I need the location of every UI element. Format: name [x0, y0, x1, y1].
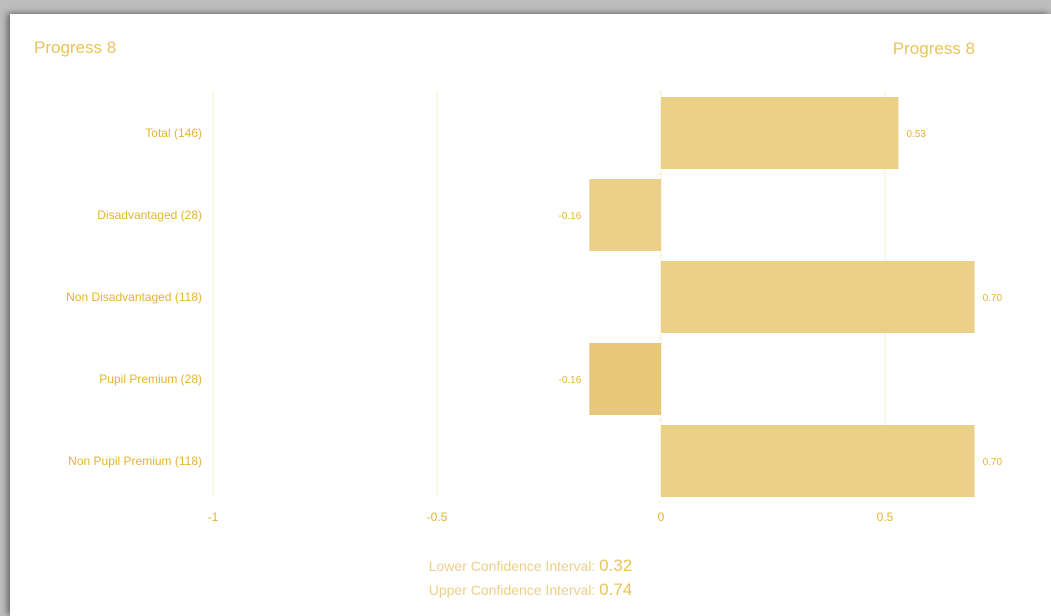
bar-chart: -1 -0.5 0 0.5 Total (146) 0.53 Disadvantaged (…	[66, 91, 1003, 524]
upper-confidence-interval: Upper Confidence Interval: 0.74	[10, 580, 1051, 600]
x-tick-label: 0	[658, 510, 665, 524]
lower-confidence-interval: Lower Confidence Interval: 0.32	[10, 556, 1051, 576]
x-tick-label: -1	[208, 510, 219, 524]
category-label: Non Pupil Premium (118)	[68, 454, 202, 468]
value-label: 0.53	[906, 129, 926, 140]
value-label: -0.16	[559, 375, 582, 386]
bar[interactable]	[589, 343, 661, 415]
x-tick-label: 0.5	[877, 510, 894, 524]
lower-ci-label: Lower Confidence Interval:	[428, 558, 596, 574]
lower-ci-value: 0.32	[599, 556, 633, 575]
bar[interactable]	[661, 425, 975, 497]
upper-ci-label: Upper Confidence Interval:	[428, 582, 596, 598]
value-label: 0.70	[983, 293, 1003, 304]
bar[interactable]	[661, 261, 975, 333]
category-label: Pupil Premium (28)	[99, 372, 202, 386]
chart-title-right: Progress 8	[892, 39, 975, 58]
upper-ci-value: 0.74	[599, 580, 633, 599]
bar[interactable]	[661, 97, 899, 169]
category-label: Total (146)	[145, 126, 202, 140]
chart-card: Progress 8 Progress 8 -1 -0.5 0 0.5 Total (1…	[10, 14, 1051, 616]
value-label: 0.70	[983, 457, 1003, 468]
category-label: Disadvantaged (28)	[97, 208, 202, 222]
chart-title-left: Progress 8	[34, 38, 117, 57]
category-label: Non Disadvantaged (118)	[66, 290, 202, 304]
x-tick-label: -0.5	[427, 510, 448, 524]
value-label: -0.16	[559, 211, 582, 222]
bar[interactable]	[589, 179, 661, 251]
